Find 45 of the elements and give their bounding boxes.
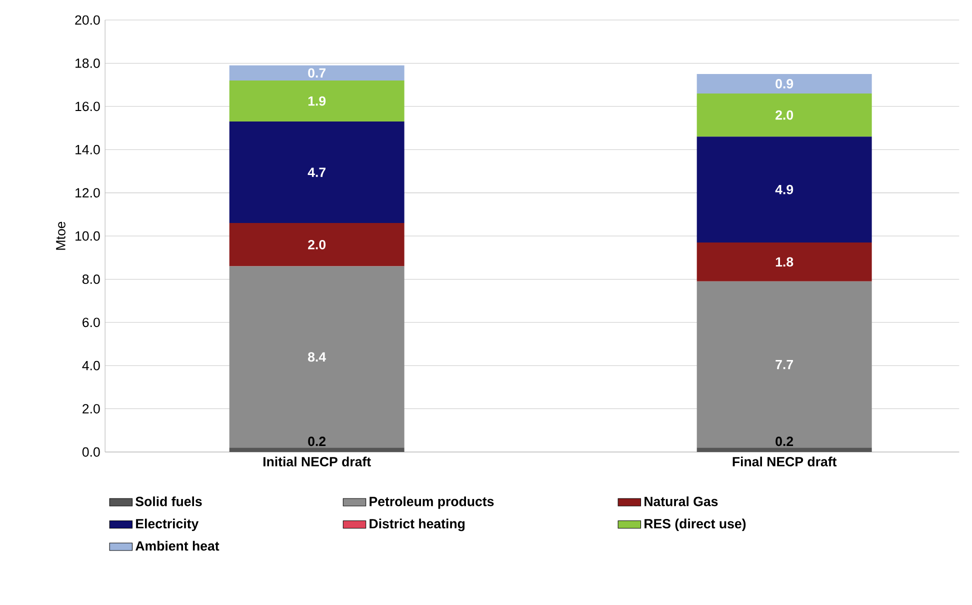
- data-label: 0.2: [308, 436, 326, 446]
- data-label: 1.9: [308, 96, 326, 106]
- bar: [229, 65, 404, 80]
- bar: [696, 136, 872, 242]
- legend-label: Electricity: [136, 518, 199, 532]
- y-tick-label: 18.0: [76, 58, 100, 68]
- bar: [696, 74, 872, 94]
- y-axis-title: Mtoe: [56, 222, 66, 250]
- data-label: 1.8: [776, 257, 794, 267]
- bar: [229, 266, 404, 448]
- data-label: 0.9: [776, 79, 794, 88]
- y-tick-label: 14.0: [76, 144, 100, 154]
- data-label: 2.0: [776, 110, 794, 120]
- legend-label: Solid fuels: [136, 496, 202, 506]
- data-label: 2.0: [308, 240, 326, 250]
- y-tick-label: 16.0: [76, 102, 100, 112]
- data-label: 8.4: [308, 352, 326, 362]
- legend-label: District heating: [370, 518, 465, 532]
- x-tick-label: Initial NECP draft: [263, 456, 371, 466]
- y-tick-label: 20.0: [75, 15, 100, 25]
- y-tick-label: 6.0: [82, 318, 100, 328]
- bar: [696, 448, 872, 452]
- data-label: 0.2: [776, 436, 794, 446]
- bar: [229, 80, 404, 122]
- bar: [229, 448, 404, 452]
- bar: [696, 281, 872, 448]
- data-label: 4.7: [308, 168, 326, 177]
- y-tick-label: 12.0: [76, 188, 100, 198]
- bar: [229, 122, 404, 224]
- data-label: 7.7: [776, 360, 793, 370]
- data-label: 0.7: [308, 68, 326, 78]
- x-tick-label: Final NECP draft: [732, 456, 837, 466]
- y-tick-label: 8.0: [82, 274, 100, 284]
- legend-label: Natural Gas: [644, 496, 718, 506]
- y-tick-label: 4.0: [82, 360, 100, 370]
- bar: [696, 242, 872, 282]
- data-label: 4.9: [775, 184, 794, 194]
- bar: [696, 93, 872, 137]
- legend-label: Petroleum products: [370, 496, 494, 509]
- legend-label: RES (direct use): [644, 518, 746, 532]
- legend-label: Ambient heat: [136, 540, 220, 551]
- y-tick-label: 10.0: [76, 231, 100, 241]
- y-tick-label: 2.0: [82, 404, 100, 414]
- bar: [229, 223, 404, 266]
- y-tick-label: 0.0: [82, 447, 100, 457]
